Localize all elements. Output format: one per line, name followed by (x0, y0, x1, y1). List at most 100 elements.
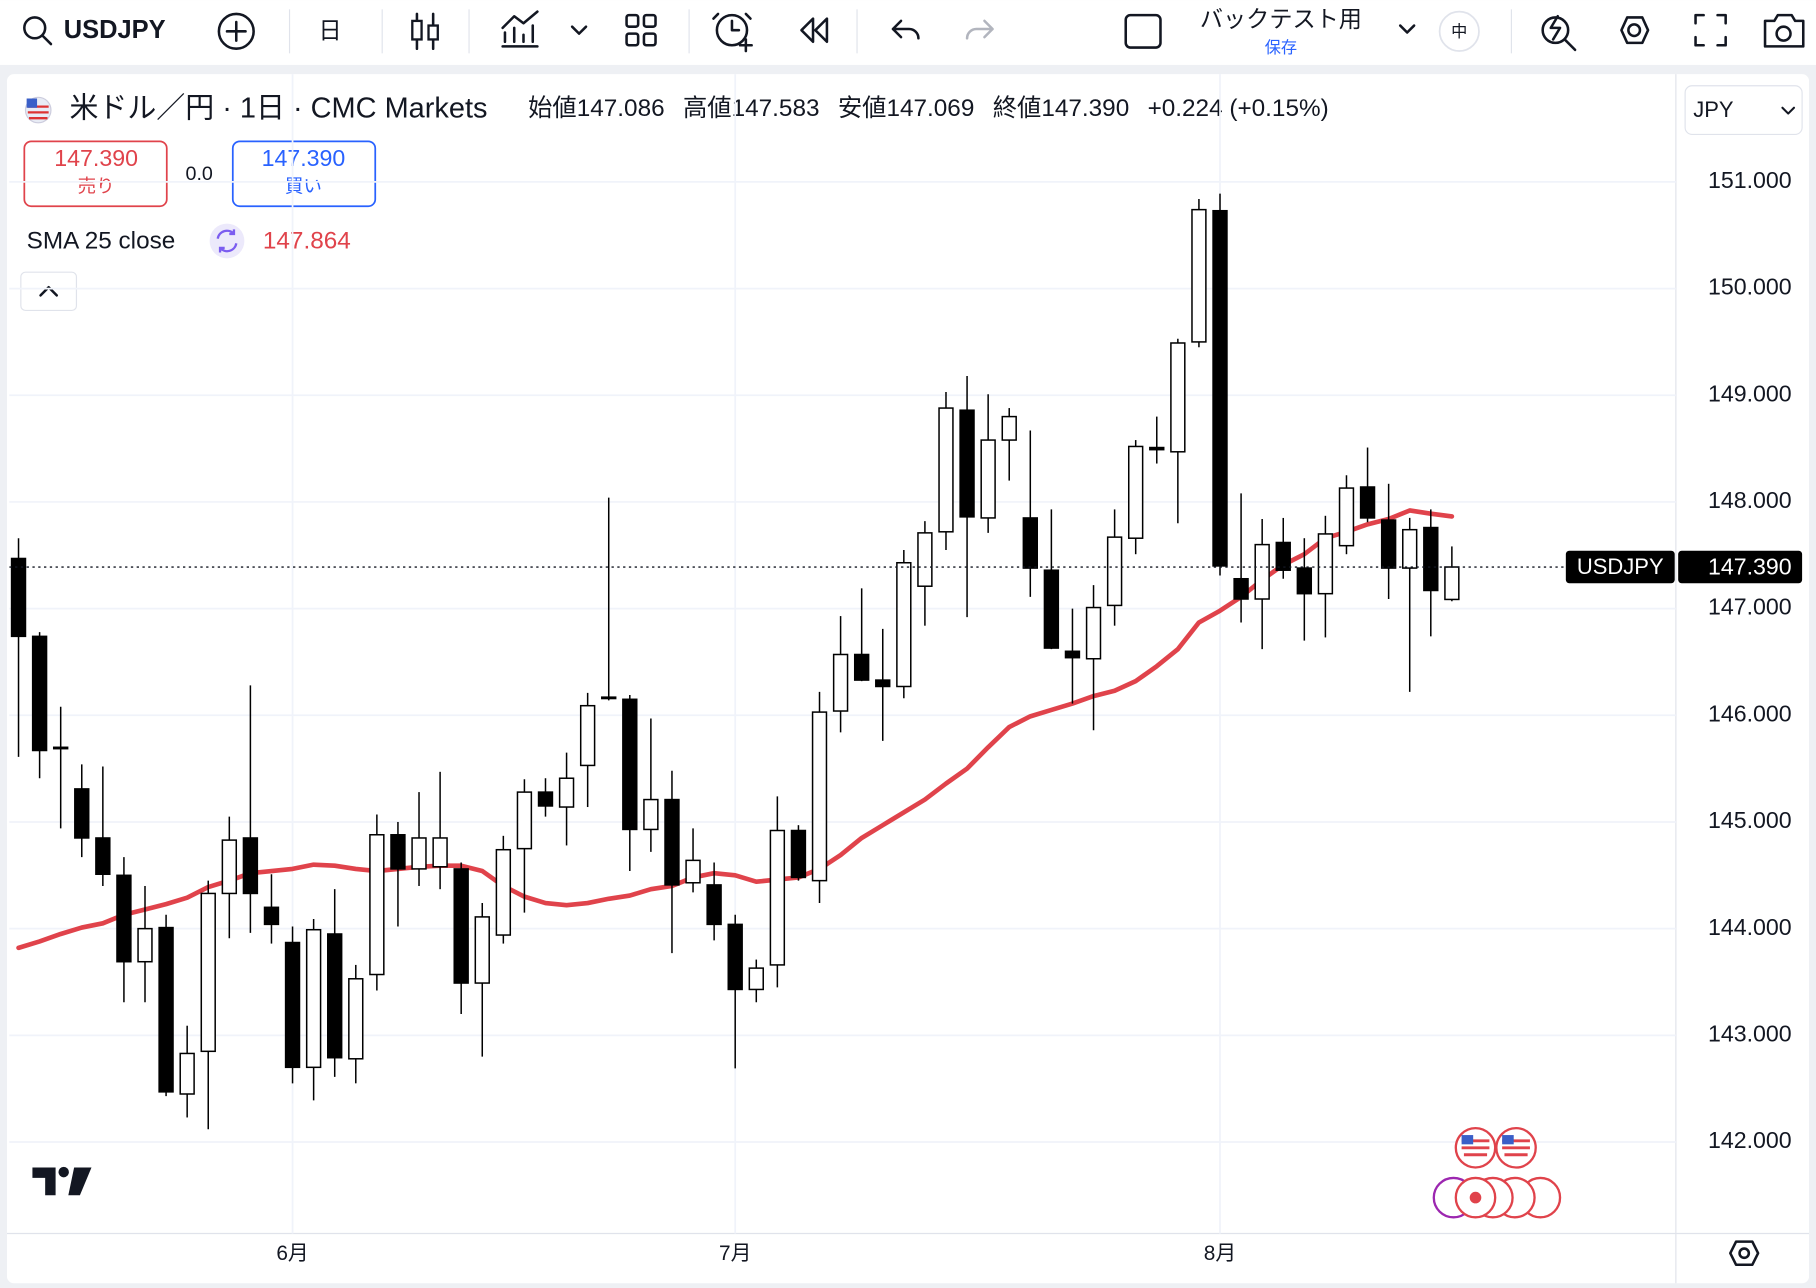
dropdown-icon[interactable] (1398, 24, 1416, 34)
candle-body (158, 926, 174, 1093)
sell-button[interactable] (23, 140, 168, 208)
interval-button[interactable]: 日 (318, 18, 341, 44)
candle-body (1423, 526, 1439, 592)
x-tick-label: 8月 (1204, 1242, 1236, 1265)
y-tick-label: 142.000 (1708, 1127, 1792, 1153)
y-tick-label: 150.000 (1708, 274, 1792, 300)
sma-legend-name: SMA 25 close (27, 228, 176, 255)
symbol-button[interactable]: USDJPY (64, 16, 166, 44)
candle-body (853, 653, 870, 681)
logo-part (32, 1167, 56, 1196)
screenshot-lens (1775, 25, 1792, 42)
candle-body (516, 791, 533, 850)
candle-body (432, 837, 448, 868)
candle-body (474, 916, 490, 984)
candle-body (495, 848, 512, 936)
sell-label: 売り (78, 176, 115, 197)
candle-body (74, 788, 90, 839)
candle-body (1317, 533, 1334, 595)
search-icon[interactable] (23, 16, 47, 40)
candle-body (284, 941, 301, 1069)
candle-body (1106, 536, 1123, 607)
y-tick-label: 144.000 (1708, 914, 1792, 940)
candle-body (748, 967, 764, 991)
candle-type-icon (411, 19, 423, 41)
candle-body (558, 777, 575, 808)
candle-body (1380, 519, 1397, 569)
undo-icon[interactable] (891, 19, 920, 40)
size-label: 中 (1451, 23, 1467, 41)
flag-canton (1461, 1135, 1474, 1145)
candle-body (938, 407, 954, 533)
candle-body (369, 834, 385, 976)
candle-body (242, 837, 259, 895)
candle-body (896, 561, 912, 688)
candle-body (31, 635, 48, 752)
candle-body (1085, 606, 1102, 660)
buy-price: 147.390 (262, 145, 346, 171)
search-icon-handle (41, 34, 53, 46)
candle-body (179, 1052, 195, 1095)
collapse-icon (39, 286, 59, 297)
high-label: 高値 (683, 96, 732, 123)
grid (9, 74, 1676, 1234)
y-tick-label: 148.000 (1708, 487, 1792, 513)
candle-body (1359, 486, 1376, 519)
layout-icon[interactable] (625, 13, 640, 28)
open-value: 147.086 (577, 96, 665, 123)
currency-select[interactable] (1684, 85, 1803, 135)
collapse-button[interactable] (20, 271, 78, 312)
candle-body (832, 653, 849, 712)
screenshot-icon[interactable] (1763, 13, 1805, 48)
candle-body (811, 711, 828, 882)
y-tick-label: 151.000 (1708, 167, 1792, 193)
indicators-icon[interactable] (501, 10, 539, 48)
candle-body (706, 884, 722, 926)
layout-name[interactable]: バックテスト用 (1200, 6, 1362, 32)
y-tick-label: 147.000 (1708, 594, 1792, 620)
candle-body (1338, 487, 1355, 547)
layout-icon (642, 32, 657, 47)
save-label[interactable]: 保存 (1265, 39, 1297, 57)
price-tag (1678, 550, 1803, 584)
toolbar-items: USDJPY 日 バックテスト用 保存 中 (23, 6, 1805, 57)
dropdown-icon (1781, 106, 1796, 115)
fullscreen-icon[interactable] (1694, 13, 1727, 47)
candle-body (917, 532, 933, 587)
candle-type-icon (427, 24, 439, 41)
add-symbol-button[interactable] (217, 12, 255, 50)
candle-body (727, 923, 743, 991)
dropdown-icon[interactable] (570, 25, 588, 35)
candle-body (537, 791, 554, 807)
layout-checkbox[interactable] (1124, 13, 1162, 49)
candle-body (601, 696, 617, 700)
sma-sync-icon[interactable] (209, 223, 245, 259)
axis-settings-icon[interactable] (1729, 1240, 1760, 1267)
candle-body (263, 906, 280, 926)
y-tick-label: 143.000 (1708, 1020, 1792, 1046)
sma-legend-value: 147.864 (263, 228, 351, 255)
low-label: 安値 (838, 96, 887, 123)
logo-part (68, 1167, 92, 1196)
quick-search-detail (1549, 15, 1577, 52)
plot-area (9, 193, 1676, 1130)
settings-icon[interactable] (1620, 16, 1650, 45)
replay-icon[interactable] (800, 17, 829, 44)
low-value: 147.069 (886, 96, 974, 123)
redo-icon[interactable] (965, 19, 994, 40)
candle-body (1296, 567, 1313, 595)
plus-icon (225, 20, 247, 42)
candle-body (1170, 342, 1186, 453)
buy-button[interactable] (231, 140, 377, 208)
alert-icon-detail (712, 12, 753, 53)
toolbar (0, 0, 1816, 65)
alert-icon[interactable] (715, 13, 749, 47)
ohlc-values: 始値147.086 高値147.583 安値147.069 終値147.390 … (528, 96, 1329, 123)
layout-icon (625, 32, 640, 47)
candle-body (875, 679, 891, 688)
quick-search-icon[interactable] (1541, 16, 1570, 45)
change-value: +0.224 (+0.15%) (1148, 96, 1329, 123)
size-button[interactable] (1438, 10, 1480, 52)
candle-body (1275, 541, 1291, 571)
